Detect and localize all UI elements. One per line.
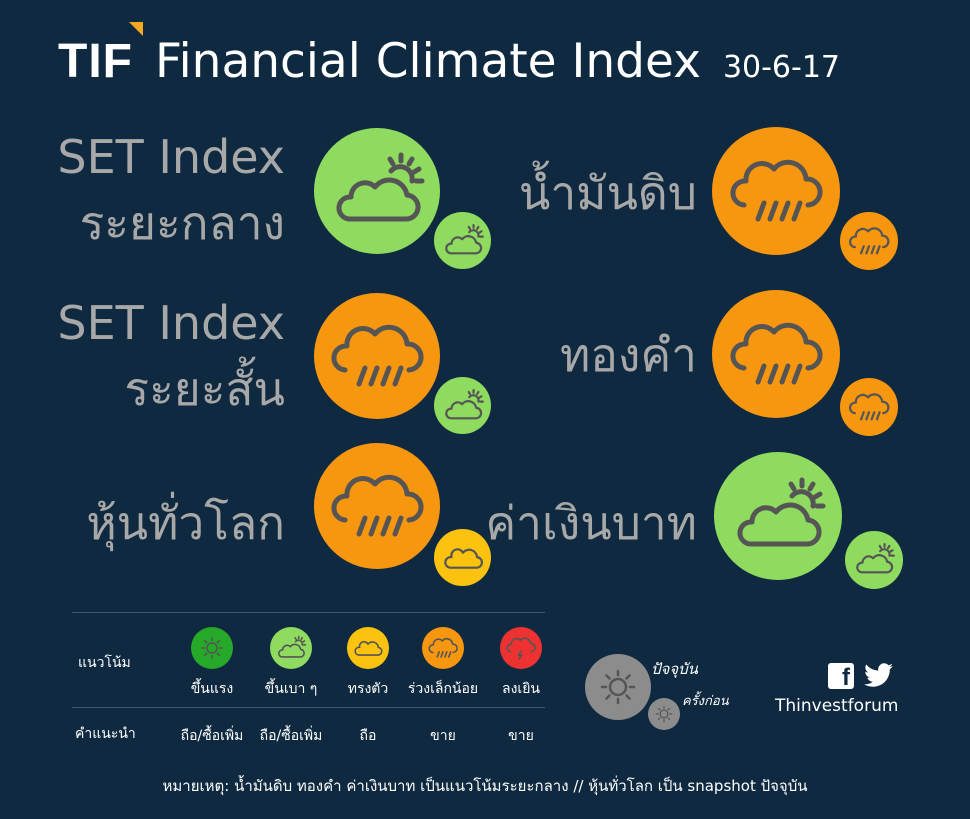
- cloud-sun-icon: [852, 538, 896, 582]
- page-title: TIF Financial Climate Index 30-6-17: [58, 22, 841, 94]
- key-previous-circle: [648, 698, 680, 730]
- label-global-stocks: หุ้นทั่วโลก: [86, 490, 285, 556]
- crude-oil-previous-indicator: [840, 212, 898, 270]
- label-gold: ทองคำ: [560, 322, 697, 388]
- gold-previous-indicator: [840, 378, 898, 436]
- cloud-sun-icon: [728, 466, 828, 566]
- title-text: Financial Climate Index: [154, 34, 701, 89]
- legend-item-trend: ลงเยิน: [502, 681, 540, 697]
- label-line2: ระยะสั้น: [124, 362, 285, 416]
- legend-strong-down-swatch: [500, 627, 542, 669]
- footnote: หมายเหตุ: น้ำมันดิบ ทองคำ ค่าเงินบาท เป็…: [162, 777, 808, 795]
- cloud-icon: [441, 536, 485, 580]
- label-line2: ระยะกลาง: [79, 196, 285, 250]
- label-line1: ค่าเงินบาท: [485, 496, 697, 550]
- label-crude-oil: น้ำมันดิบ: [519, 160, 697, 226]
- rain-cloud-icon: [427, 632, 459, 664]
- rain-cloud-icon: [726, 141, 826, 241]
- label-line1: น้ำมันดิบ: [518, 166, 697, 220]
- thai-baht-current-indicator: [714, 452, 842, 580]
- legend-item-trend: ร่วงเล็กน้อย: [407, 681, 479, 697]
- label-set-short: SET Index ระยะสั้น: [57, 290, 285, 422]
- key-current-circle: [585, 654, 651, 720]
- cloud-sun-icon: [275, 632, 307, 664]
- legend-mild-up-swatch: [270, 627, 312, 669]
- set-medium-previous-indicator: [434, 212, 491, 269]
- sun-icon: [196, 632, 228, 664]
- social-handle[interactable]: Thinvestforum: [775, 696, 899, 716]
- gold-current-indicator: [712, 290, 840, 418]
- cloud-sun-icon: [441, 219, 485, 263]
- global-stocks-previous-indicator: [434, 529, 491, 586]
- label-line1: SET Index: [57, 296, 285, 350]
- rain-cloud-icon: [327, 306, 427, 406]
- legend-item-advice: ถือ/ซื้อเพิ่ม: [259, 728, 323, 744]
- sun-icon: [593, 662, 643, 712]
- legend-flat-swatch: [347, 627, 389, 669]
- legend-item-advice: ถือ/ซื้อเพิ่ม: [180, 728, 244, 744]
- legend-item-trend: ขึ้นเบา ๆ: [264, 681, 318, 697]
- title-date: 30-6-17: [722, 50, 841, 85]
- label-thai-baht: ค่าเงินบาท: [485, 490, 697, 556]
- set-short-previous-indicator: [434, 377, 491, 434]
- set-short-current-indicator: [314, 293, 440, 419]
- cloud-sun-icon: [441, 384, 485, 428]
- legend-middle-divider: [72, 707, 545, 708]
- legend-mild-down-swatch: [422, 627, 464, 669]
- legend-item-advice: ขาย: [508, 728, 534, 744]
- rain-cloud-icon: [726, 304, 826, 404]
- label-set-medium: SET Index ระยะกลาง: [57, 124, 285, 256]
- legend-item-advice: ขาย: [430, 728, 456, 744]
- legend-top-divider: [72, 612, 545, 613]
- twitter-icon[interactable]: [864, 663, 894, 689]
- global-stocks-current-indicator: [314, 443, 440, 569]
- legend-item-trend: ทรงตัว: [347, 681, 389, 697]
- rain-cloud-icon: [847, 385, 891, 429]
- label-line1: SET Index: [57, 130, 285, 184]
- label-line1: ทองคำ: [559, 328, 697, 382]
- storm-cloud-icon: [505, 632, 537, 664]
- legend-advice-label: คำแนะนำ: [75, 726, 136, 742]
- key-current-label: ปัจจุบัน: [651, 660, 698, 678]
- rain-cloud-icon: [327, 456, 427, 556]
- legend-trend-label: แนวโน้ม: [78, 655, 131, 671]
- legend-strong-up-swatch: [191, 627, 233, 669]
- thai-baht-previous-indicator: [845, 531, 903, 589]
- facebook-icon[interactable]: f: [828, 663, 854, 691]
- logo-flag-icon: [128, 22, 143, 36]
- cloud-icon: [352, 632, 384, 664]
- rain-cloud-icon: [847, 219, 891, 263]
- key-previous-label: ครั้งก่อน: [682, 694, 729, 709]
- legend-item-trend: ขึ้นแรง: [190, 681, 234, 697]
- cloud-sun-icon: [327, 141, 427, 241]
- set-medium-current-indicator: [314, 128, 440, 254]
- sun-icon: [652, 702, 676, 726]
- label-line1: หุ้นทั่วโลก: [86, 496, 285, 550]
- crude-oil-current-indicator: [712, 127, 840, 255]
- tif-logo: TIF: [58, 22, 143, 89]
- legend-item-advice: ถือ: [359, 728, 377, 744]
